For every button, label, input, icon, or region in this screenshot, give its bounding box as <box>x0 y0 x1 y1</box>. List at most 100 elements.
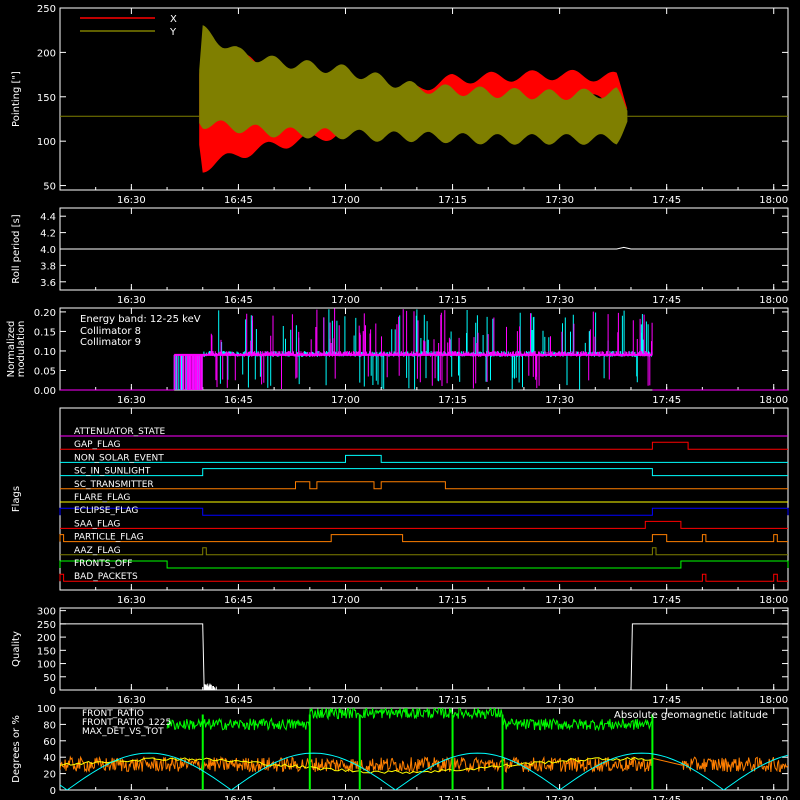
x-tick-label: 17:15 <box>438 595 467 606</box>
panel-quality: 16:30 16:45 17:00 17:15 17:30 17:45 18:00 0 50 10… <box>11 607 789 706</box>
x-tick-label: 16:30 <box>117 195 146 206</box>
x-tick-label: 17:00 <box>331 695 360 706</box>
flag-trace-sc-in-sunlight <box>60 468 788 477</box>
y-tick-label: 0 <box>50 786 56 797</box>
flag-trace-non-solar-event <box>60 454 788 463</box>
flag-trace-eclipse-flag <box>59 507 789 516</box>
front-ratio-1225-trace <box>166 708 653 732</box>
x-tick-label: 16:45 <box>224 395 253 406</box>
y-axis-label: Roll period [s] <box>11 214 22 283</box>
quality-line <box>60 623 788 691</box>
x-tick-label: 17:45 <box>652 695 681 706</box>
y-tick-label: 4.4 <box>40 212 56 223</box>
x-tick-label: 18:00 <box>759 595 788 606</box>
x-tick-label: 17:30 <box>545 795 574 800</box>
flag-label: NON_SOLAR_EVENT <box>74 453 164 463</box>
y-tick-label: 200 <box>37 633 56 644</box>
y-tick-label: 4.0 <box>40 245 56 256</box>
energy-band-label: Energy band: 12-25 keV <box>80 314 201 325</box>
y-tick-label: 200 <box>37 48 56 59</box>
front-ratio-trace <box>60 756 653 774</box>
max-det-vs-tot-trace <box>60 755 788 774</box>
flag-label: ECLIPSE_FLAG <box>74 506 138 516</box>
flag-label: BAD_PACKETS <box>74 572 138 582</box>
y-axis-label: Quality <box>11 631 22 667</box>
legend-label-front: FRONT_RATIO_1225 <box>82 718 171 728</box>
x-tick-label: 17:45 <box>652 795 681 800</box>
y-tick-label: 250 <box>37 620 56 631</box>
y-tick-label: 0 <box>50 686 56 697</box>
x-tick-label: 17:45 <box>652 295 681 306</box>
y-tick-label: 4.2 <box>40 229 56 240</box>
flag-trace-bad-packets <box>59 573 788 582</box>
x-tick-label: 16:30 <box>117 295 146 306</box>
legend-label-front: MAX_DET_VS_TOT <box>82 727 164 737</box>
geomagnetic-annotation: Absolute geomagnetic latitude <box>614 710 768 721</box>
modulation-frame <box>59 307 789 391</box>
y-axis-label: Pointing ["] <box>11 71 22 127</box>
x-tick-label: 17:30 <box>545 295 574 306</box>
y-tick-label: 3.6 <box>40 278 56 289</box>
x-tick-label: 16:45 <box>224 295 253 306</box>
x-tick-label: 18:00 <box>759 195 788 206</box>
panel-front_ratio: 16:30 16:45 17:00 17:15 17:30 17:45 18:00 0 20 40… <box>11 704 789 800</box>
quality-noise <box>204 683 217 690</box>
y-tick-label: 50 <box>43 673 56 684</box>
y-tick-label: 0.10 <box>34 347 56 358</box>
x-tick-label: 17:00 <box>331 295 360 306</box>
x-tick-label: 17:00 <box>331 795 360 800</box>
x-tick-label: 16:45 <box>224 695 253 706</box>
panel-roll: 16:30 16:45 17:00 17:15 17:30 17:45 18:00 3.6 3.… <box>11 207 789 306</box>
flag-label: FLARE_FLAG <box>74 493 130 503</box>
flags-frame <box>59 407 789 591</box>
x-tick-label: 18:00 <box>759 795 788 800</box>
flag-label: GAP_FLAG <box>74 440 120 450</box>
x-tick-label: 18:00 <box>759 295 788 306</box>
legend-label-collimator: Collimator 9 <box>80 337 141 348</box>
panel-flags: 16:30 16:45 17:00 17:15 17:30 17:45 18:00 Flags… <box>11 407 789 606</box>
x-tick-label: 16:30 <box>117 595 146 606</box>
y-tick-label: 80 <box>43 720 56 731</box>
front-ratio-1225-drops <box>201 714 654 790</box>
y-tick-label: 60 <box>43 737 56 748</box>
legend-label-front: FRONT_RATIO <box>82 709 144 719</box>
flag-label: FRONTS_OFF <box>74 559 132 569</box>
x-tick-label: 17:30 <box>545 695 574 706</box>
flag-trace-aaz-flag <box>60 547 788 556</box>
front-ratio-plot <box>60 708 788 790</box>
legend-label-y: Y <box>169 27 177 38</box>
x-tick-label: 18:00 <box>759 695 788 706</box>
x-tick-label: 16:45 <box>224 595 253 606</box>
geomagnetic-latitude-trace <box>60 752 788 790</box>
collimator-8-trace <box>173 309 653 390</box>
x-tick-label: 17:15 <box>438 695 467 706</box>
y-tick-label: 0.20 <box>34 308 56 319</box>
flag-trace-gap-flag <box>60 441 788 450</box>
x-tick-label: 17:00 <box>331 195 360 206</box>
y-axis-label: Degrees or % <box>11 715 22 783</box>
y-tick-label: 0.15 <box>34 327 56 338</box>
flag-trace-fronts-off <box>59 560 789 569</box>
y-tick-label: 3.8 <box>40 261 56 272</box>
y-tick-label: 250 <box>37 4 56 15</box>
pointing-plot <box>60 25 788 173</box>
panels-layer: 16:30 16:45 17:00 17:15 17:30 17:45 18:00 50 100… <box>6 4 789 800</box>
roll-period-line <box>60 246 788 250</box>
x-tick-label: 16:30 <box>117 695 146 706</box>
y-tick-label: 150 <box>37 646 56 657</box>
x-tick-label: 17:00 <box>331 395 360 406</box>
x-tick-label: 16:45 <box>224 795 253 800</box>
x-tick-label: 17:15 <box>438 795 467 800</box>
x-tick-label: 17:30 <box>545 595 574 606</box>
pointing-frame <box>59 7 789 191</box>
flag-trace-saa-flag <box>60 520 788 529</box>
x-tick-label: 17:45 <box>652 195 681 206</box>
y-tick-label: 0.05 <box>34 366 56 377</box>
flag-label: PARTICLE_FLAG <box>74 533 144 543</box>
x-tick-label: 17:00 <box>331 595 360 606</box>
x-tick-label: 16:30 <box>117 395 146 406</box>
front_ratio-frame <box>59 707 789 791</box>
legend-label-collimator: Collimator 8 <box>80 326 141 337</box>
flag-trace-sc-transmitter <box>60 481 788 490</box>
flag-trace-particle-flag <box>59 534 788 543</box>
